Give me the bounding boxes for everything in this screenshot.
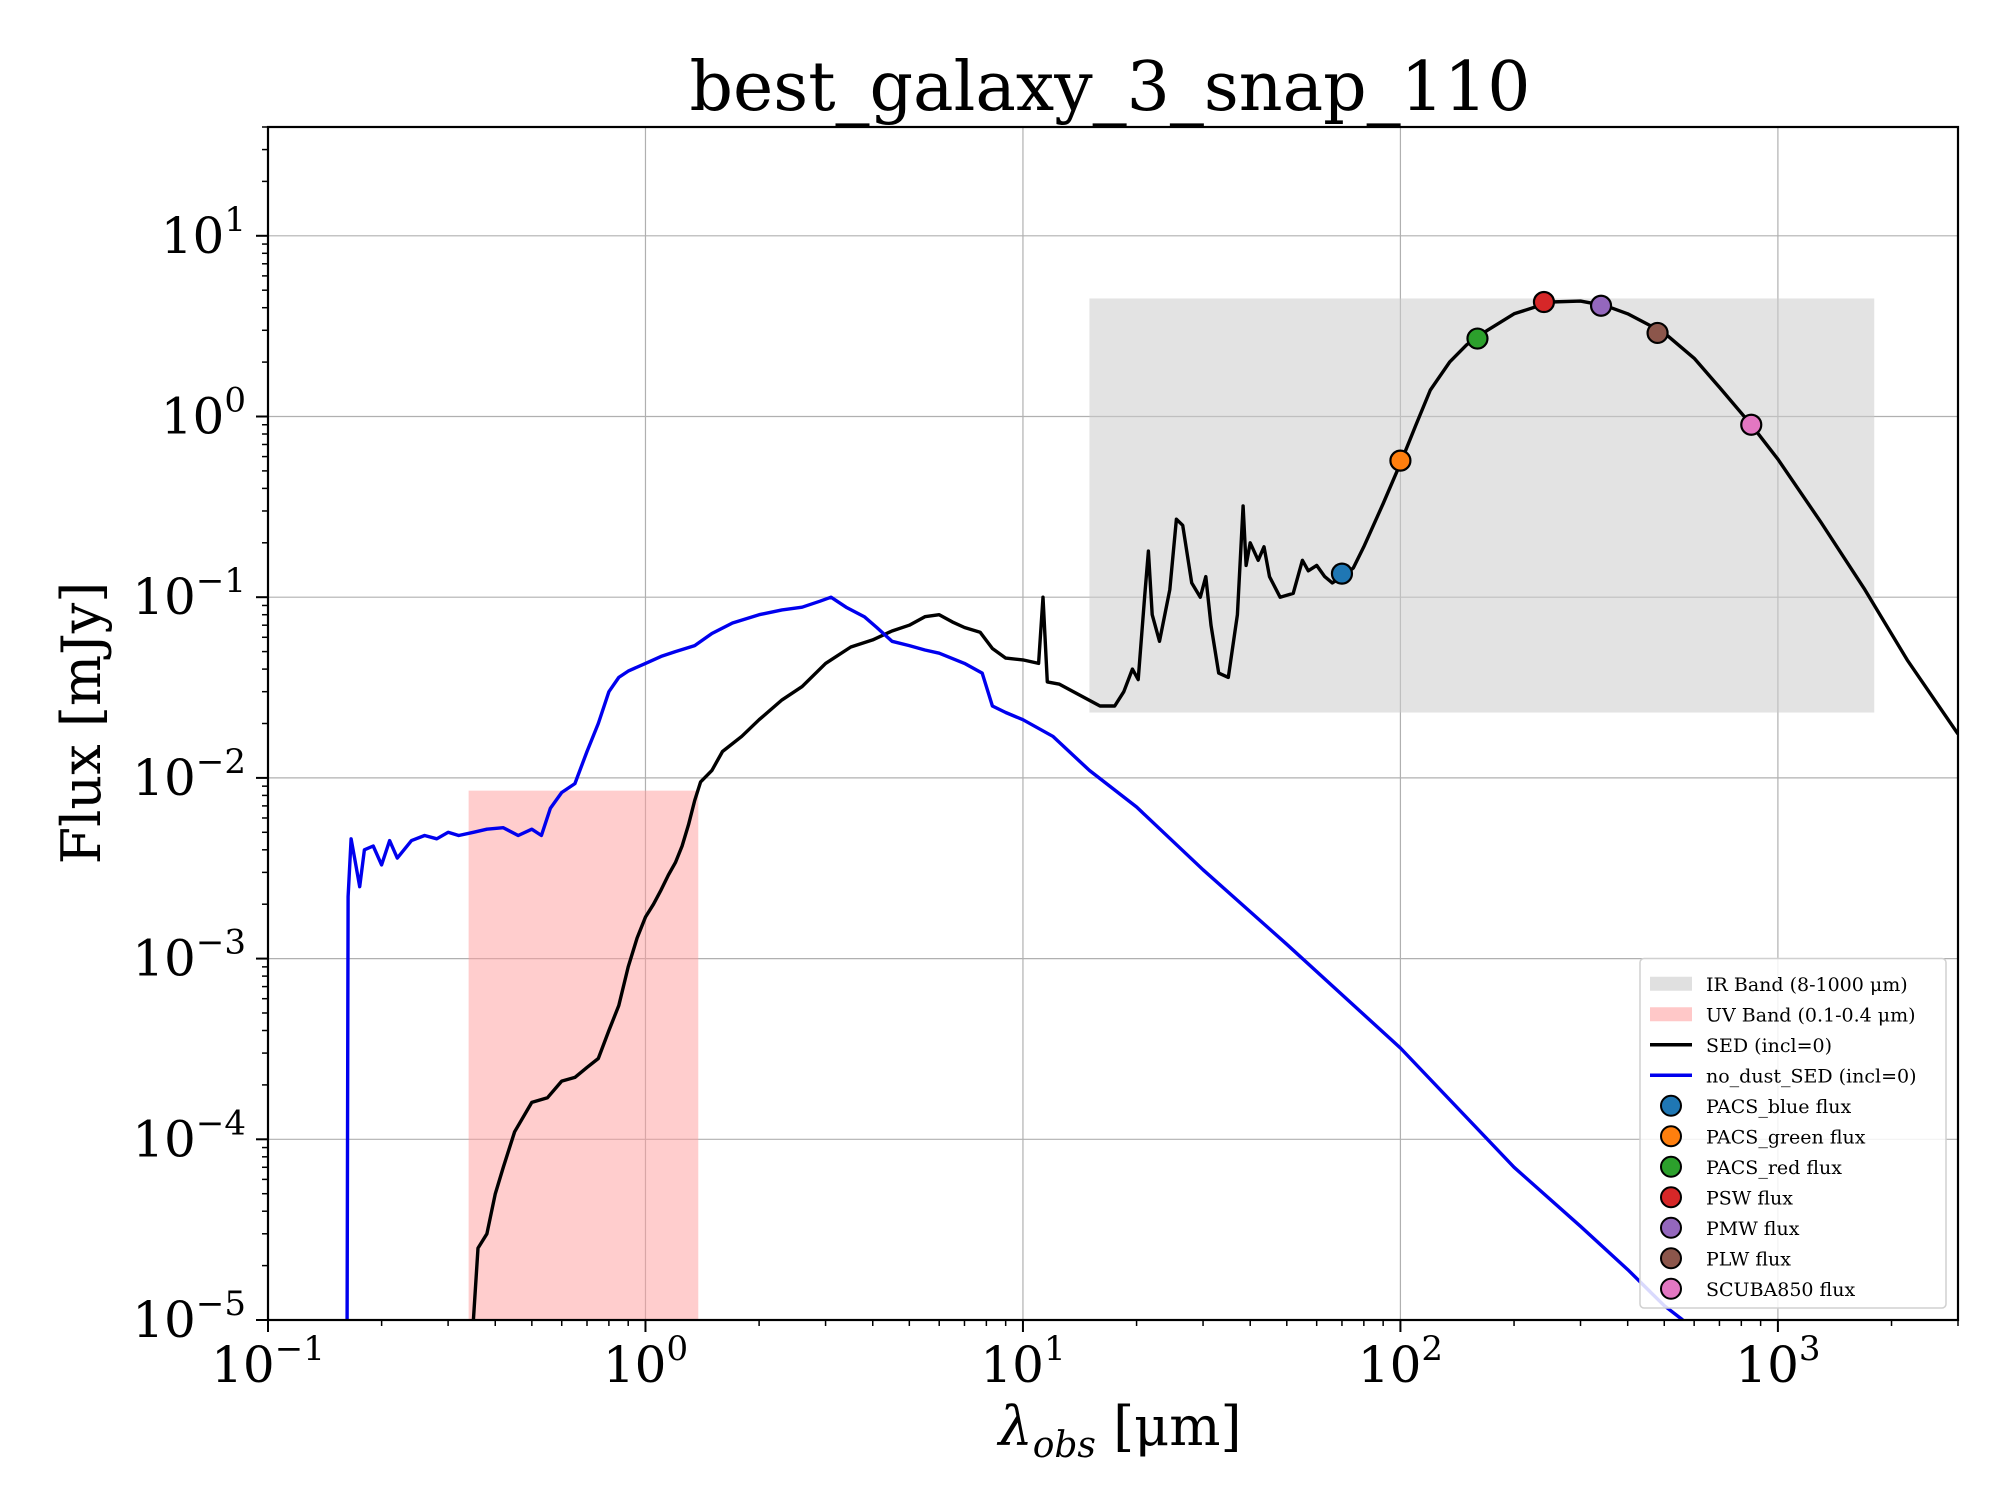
x-tick-label: 100 [603,1329,688,1394]
y-tick-label: 101 [161,200,246,265]
series-lines [345,299,1958,1320]
legend-label: PMW flux [1706,1218,1800,1240]
bands [468,298,1875,1320]
x-tick-label: 102 [1358,1329,1443,1394]
legend-label: PSW flux [1706,1187,1793,1209]
marker-plw-flux [1646,321,1669,345]
marker-scuba850-flux [1740,413,1763,436]
legend-label: no_dust_SED (incl=0) [1706,1065,1916,1087]
x-tick-label: 10−1 [211,1329,325,1394]
marker-pmw-flux [1589,294,1613,317]
y-tick-label: 10−3 [132,923,246,988]
legend-swatch [1650,976,1692,991]
y-tick-label: 10−2 [132,742,246,807]
legend-label: PACS_green flux [1706,1126,1866,1148]
x-tick-label: 101 [980,1329,1065,1394]
y-tick-label: 10−1 [132,561,246,626]
chart-title: best_galaxy_3_snap_110 [690,48,1531,127]
x-axis-label-main: λ [996,1395,1032,1458]
legend-label: UV Band (0.1-0.4 μm) [1706,1004,1916,1026]
legend-swatch [1650,1007,1692,1022]
legend-label: SCUBA850 flux [1706,1279,1855,1301]
marker-pacs-red-flux [1466,327,1489,350]
legend-box [1639,957,1947,1309]
legend-label: IR Band (8-1000 μm) [1706,974,1908,996]
ir-band [1089,298,1875,713]
legend-label: PACS_blue flux [1706,1096,1851,1118]
legend-swatch [1660,1155,1682,1178]
legend-swatch [1660,1277,1682,1300]
x-axis-label-rest: [μm] [1096,1395,1242,1458]
marker-pacs-green-flux [1389,449,1412,472]
no-dust-sed-line [345,595,1684,1320]
x-axis-label-sub: obs [1033,1425,1096,1466]
legend-label: PLW flux [1706,1248,1791,1270]
legend-swatch [1660,1094,1682,1117]
legend: IR Band (8-1000 μm) UV Band (0.1-0.4 μm) S… [1639,957,1947,1309]
uv-band [468,790,699,1320]
sed-line [471,299,1958,1320]
y-axis-label: Flux [mJy] [50,582,113,865]
y-tick-label: 100 [161,380,246,445]
marker-psw-flux [1532,290,1556,314]
legend-swatch [1660,1125,1682,1148]
y-tick-label: 10−4 [132,1103,246,1168]
x-tick-label: 103 [1735,1329,1820,1394]
x-axis-label: λobs [μm] [996,1395,1241,1466]
legend-swatch [1660,1216,1682,1239]
marker-pacs-blue-flux [1330,562,1354,585]
x-ticks: 10−1 100 101 102 103 [211,1320,1959,1394]
legend-label: PACS_red flux [1706,1157,1842,1179]
y-tick-label: 10−5 [132,1284,246,1349]
y-ticks: 10−5 10−4 10−3 10−2 10−1 100 101 [132,126,268,1349]
flux-markers [1330,290,1763,585]
legend-label: SED (incl=0) [1706,1035,1832,1057]
legend-swatch [1660,1186,1682,1209]
legend-swatch [1660,1247,1682,1270]
